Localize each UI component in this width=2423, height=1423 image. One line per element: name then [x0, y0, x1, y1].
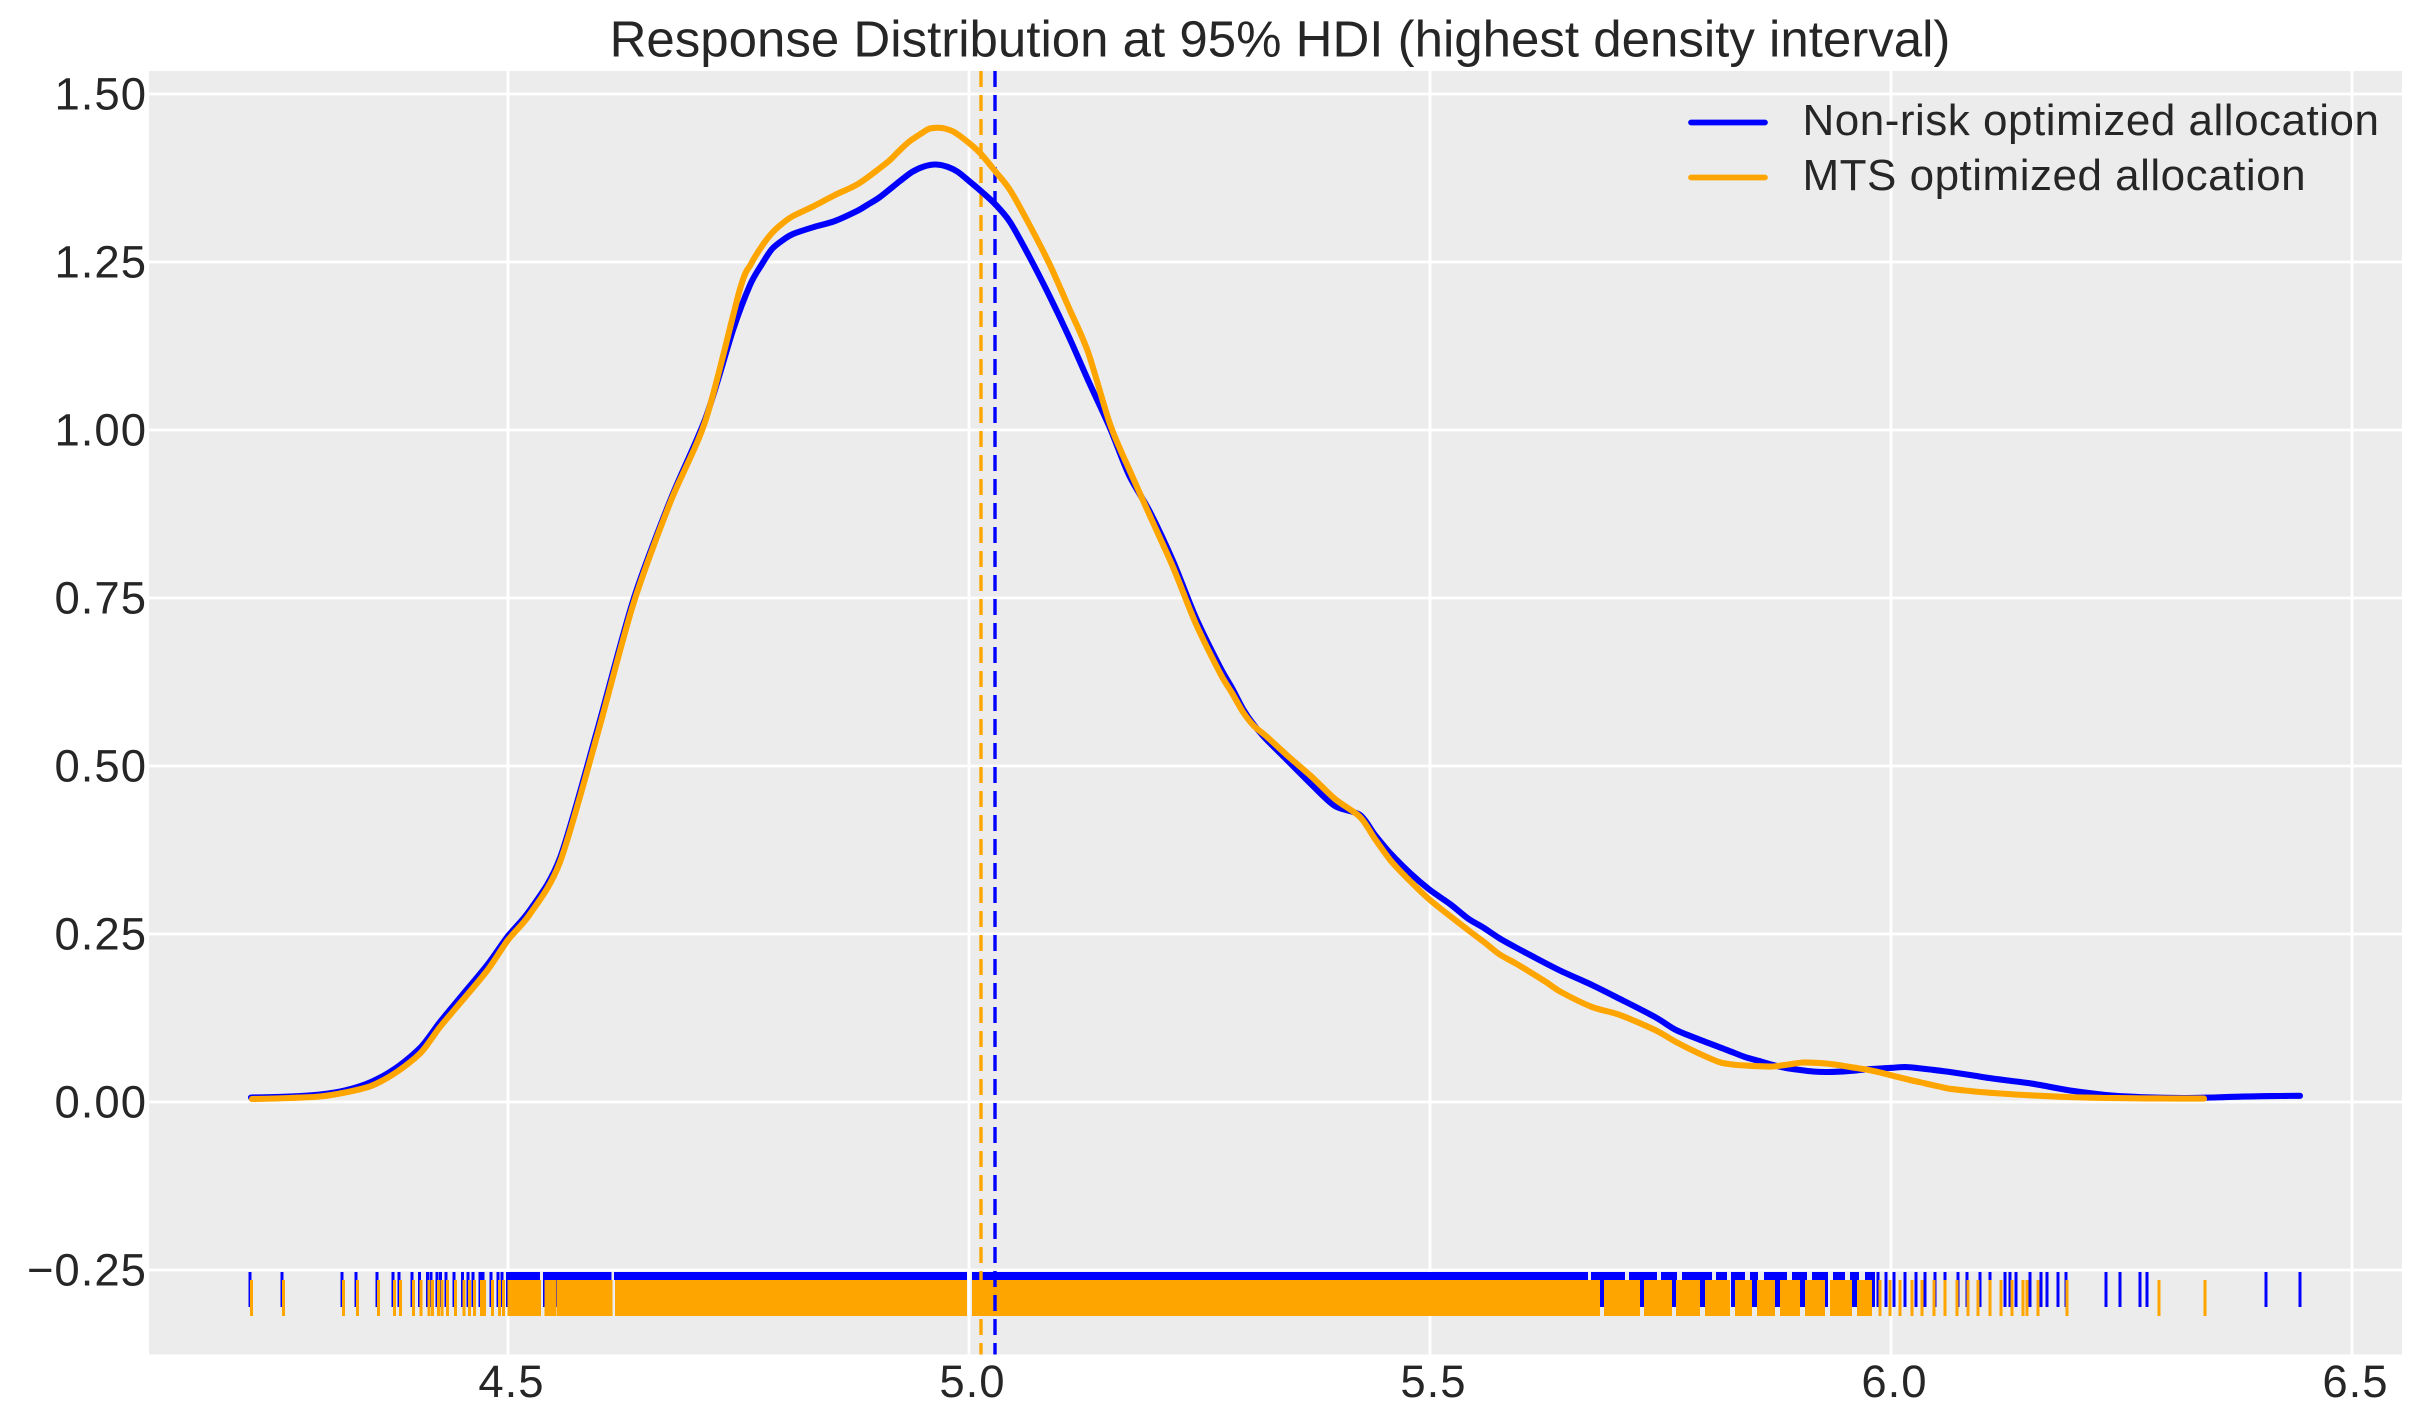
svg-text:1.25: 1.25	[54, 237, 147, 288]
svg-text:0.00: 0.00	[54, 1077, 147, 1128]
svg-text:5.5: 5.5	[1400, 1356, 1466, 1407]
svg-text:0.75: 0.75	[54, 573, 147, 624]
svg-text:1.50: 1.50	[54, 69, 147, 120]
svg-text:4.5: 4.5	[478, 1356, 544, 1407]
svg-text:6.0: 6.0	[1861, 1356, 1927, 1407]
svg-text:Non-risk optimized allocation: Non-risk optimized allocation	[1803, 96, 2380, 145]
svg-text:0.25: 0.25	[54, 909, 147, 960]
svg-text:0.50: 0.50	[54, 741, 147, 792]
svg-text:Response Distribution at 95% H: Response Distribution at 95% HDI (highes…	[610, 11, 1951, 68]
svg-text:5.0: 5.0	[939, 1356, 1005, 1407]
svg-text:MTS optimized allocation: MTS optimized allocation	[1803, 151, 2307, 200]
svg-text:1.00: 1.00	[54, 405, 147, 456]
svg-text:6.5: 6.5	[2322, 1356, 2388, 1407]
svg-text:−0.25: −0.25	[27, 1245, 147, 1296]
